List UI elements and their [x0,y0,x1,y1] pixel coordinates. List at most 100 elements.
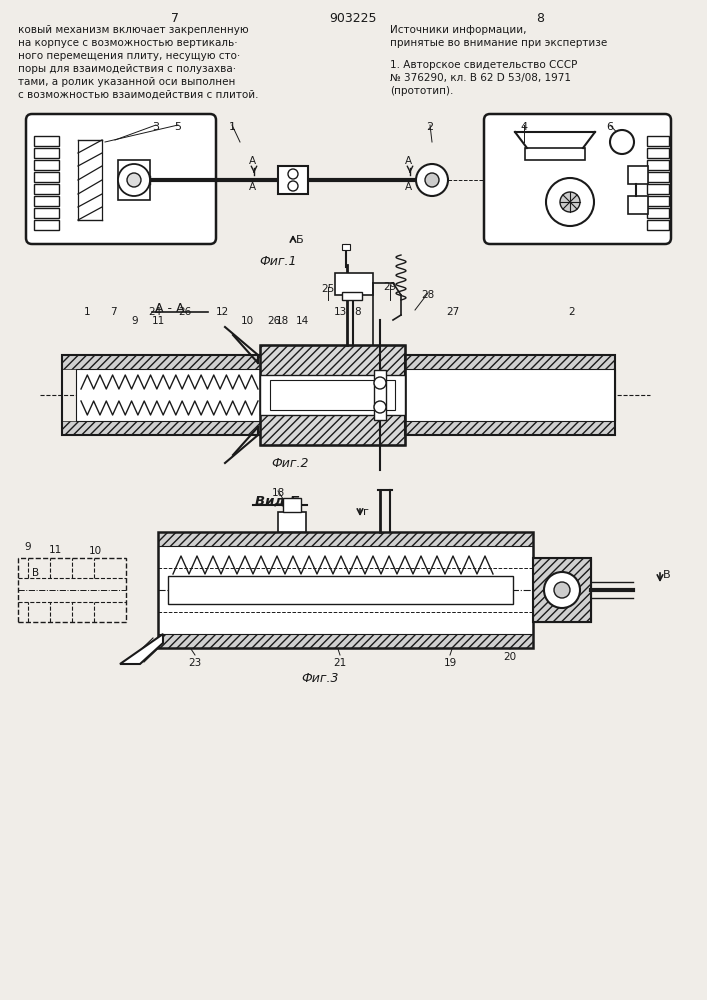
Bar [260,375,405,415]
Text: на корпусе с возможностью вертикаль·: на корпусе с возможностью вертикаль· [18,38,238,48]
Bar [118,160,150,200]
Bar [76,369,288,421]
Text: 21: 21 [334,658,346,668]
Bar [405,355,615,435]
Bar [260,345,405,445]
Text: 28: 28 [421,290,435,300]
Text: поры для взаимодействия с полузахва·: поры для взаимодействия с полузахва· [18,64,236,74]
Text: А: А [404,156,411,166]
Bar [158,634,533,648]
Text: 23: 23 [188,658,201,668]
Bar [278,166,308,194]
Text: 10: 10 [88,546,102,556]
Text: 13: 13 [334,307,346,317]
FancyBboxPatch shape [484,114,671,244]
Bar [647,220,669,230]
Circle shape [374,377,386,389]
Bar [533,558,591,622]
Bar [628,196,648,214]
Circle shape [374,401,386,413]
Text: 24: 24 [148,307,162,317]
Text: 2: 2 [568,307,575,317]
Circle shape [546,178,594,226]
Bar [62,355,302,369]
Bar [34,136,59,146]
Text: 29: 29 [383,282,397,292]
Text: 7: 7 [110,307,117,317]
Circle shape [288,169,298,179]
Bar [34,196,59,206]
Bar [34,172,59,182]
Bar [158,532,533,546]
Text: 9: 9 [132,316,139,326]
Text: г: г [363,507,369,517]
Text: В: В [33,568,40,578]
Text: 20: 20 [503,652,517,662]
Bar [283,498,301,512]
Text: 25: 25 [322,284,334,294]
Bar [533,558,591,622]
Bar [34,148,59,158]
Text: 1. Авторское свидетельство СССР: 1. Авторское свидетельство СССР [390,60,578,70]
Bar [647,184,669,194]
Text: 26: 26 [178,307,192,317]
Text: 1: 1 [228,122,235,132]
Text: (прототип).: (прототип). [390,86,453,96]
FancyBboxPatch shape [26,114,216,244]
Bar [260,345,405,445]
Bar [405,355,615,369]
Bar [405,421,615,435]
Bar [647,172,669,182]
Bar [647,196,669,206]
Bar [158,546,533,634]
Bar [647,160,669,170]
Bar [158,532,533,648]
Bar [342,292,362,300]
Text: 2: 2 [426,122,433,132]
Text: принятые во внимание при экспертизе: принятые во внимание при экспертизе [390,38,607,48]
Circle shape [425,173,439,187]
Text: 5: 5 [175,122,182,132]
Bar [525,148,585,160]
Bar [405,369,615,421]
Text: 1: 1 [83,307,90,317]
Circle shape [544,572,580,608]
Text: Источники информации,: Источники информации, [390,25,527,35]
Text: 26: 26 [267,316,281,326]
Text: 27: 27 [446,307,460,317]
Bar [62,355,302,435]
Text: ковый механизм включает закрепленную: ковый механизм включает закрепленную [18,25,249,35]
Text: Фиг.2: Фиг.2 [271,457,309,470]
Text: 903225: 903225 [329,12,377,25]
Bar [342,244,350,250]
Text: 14: 14 [296,316,309,326]
Bar [168,576,513,604]
Text: А: А [248,156,255,166]
Bar [62,421,302,435]
Text: 11: 11 [48,545,62,555]
Circle shape [554,582,570,598]
Text: 4: 4 [520,122,527,132]
Circle shape [560,192,580,212]
Text: 12: 12 [216,307,228,317]
Text: Фиг.3: Фиг.3 [301,672,339,685]
Text: тами, а ролик указанной оси выполнен: тами, а ролик указанной оси выполнен [18,77,235,87]
Text: 8: 8 [355,307,361,317]
Text: ного перемещения плиту, несущую сто·: ного перемещения плиту, несущую сто· [18,51,240,61]
Bar [270,380,395,410]
Text: А: А [404,182,411,192]
Text: В: В [663,570,671,580]
Text: № 376290, кл. В 62 D 53/08, 1971: № 376290, кл. В 62 D 53/08, 1971 [390,73,571,83]
Text: 3: 3 [153,122,160,132]
Text: Б: Б [296,235,303,245]
Bar [34,208,59,218]
Bar [34,184,59,194]
Bar [647,148,669,158]
Bar [335,273,373,295]
Text: 19: 19 [443,658,457,668]
Text: Вид Б: Вид Б [255,495,300,508]
Bar [34,220,59,230]
Text: 18: 18 [271,488,285,498]
Text: 18: 18 [275,316,288,326]
Text: 10: 10 [240,316,254,326]
